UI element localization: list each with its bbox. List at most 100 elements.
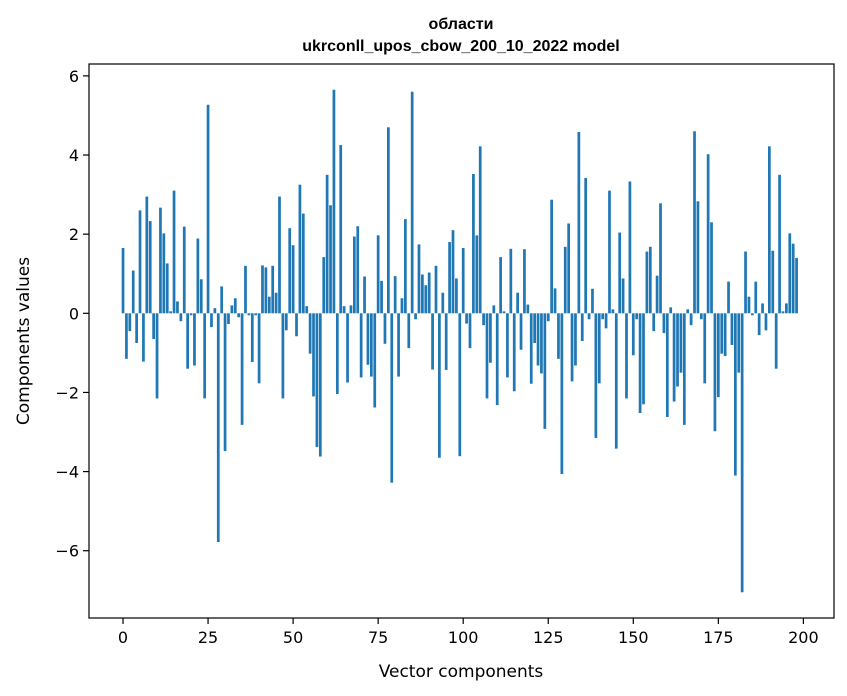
bar xyxy=(407,313,411,349)
bar xyxy=(329,205,332,314)
bar xyxy=(703,313,707,384)
bar xyxy=(152,313,155,340)
bar xyxy=(720,313,724,354)
bar xyxy=(495,313,499,406)
bar xyxy=(472,174,475,314)
bar xyxy=(727,281,730,314)
x-tick-label: 25 xyxy=(198,628,218,647)
bar xyxy=(730,313,734,345)
bar xyxy=(733,313,737,476)
bar xyxy=(349,305,353,314)
bar xyxy=(580,313,584,341)
bar xyxy=(516,292,519,314)
bar xyxy=(751,313,754,316)
bar xyxy=(744,251,747,314)
bar xyxy=(747,296,751,314)
bar xyxy=(696,201,700,314)
bar xyxy=(478,146,482,314)
bar xyxy=(529,313,533,384)
bar xyxy=(203,313,207,399)
x-axis-label: Vector components xyxy=(379,662,544,682)
bar xyxy=(659,203,662,314)
bar xyxy=(264,267,268,314)
bar xyxy=(577,132,581,314)
bar xyxy=(557,313,560,359)
bar xyxy=(240,313,244,425)
bar xyxy=(512,313,516,392)
bar xyxy=(373,313,377,408)
y-tick-label: −2 xyxy=(55,383,79,402)
x-tick-label: 0 xyxy=(118,628,128,647)
bar xyxy=(540,313,543,374)
bar xyxy=(546,313,550,322)
bar xyxy=(142,313,145,362)
bar xyxy=(325,174,329,314)
bar xyxy=(699,313,703,320)
bar xyxy=(244,265,247,314)
bar xyxy=(165,263,169,314)
bar xyxy=(509,248,513,314)
bar xyxy=(465,313,468,324)
bar xyxy=(672,313,676,402)
bar xyxy=(706,154,710,314)
bar xyxy=(199,279,203,314)
bar xyxy=(206,104,210,314)
bar xyxy=(121,248,125,314)
bar xyxy=(441,292,445,314)
bar xyxy=(376,235,380,314)
bar xyxy=(404,219,407,314)
bar xyxy=(468,313,472,349)
bar xyxy=(169,311,172,314)
bar xyxy=(461,248,465,314)
bar xyxy=(278,196,281,314)
bar xyxy=(570,313,574,382)
bar xyxy=(352,236,356,314)
bar-series xyxy=(121,89,798,593)
bar xyxy=(335,313,339,395)
bar xyxy=(301,213,305,314)
bar xyxy=(417,244,421,314)
x-tick-label: 100 xyxy=(448,628,479,647)
bar xyxy=(669,307,673,314)
x-axis: 0 25 50 75 100 125 150 175 200 xyxy=(118,618,819,647)
bar xyxy=(400,298,404,314)
bar xyxy=(383,313,387,344)
bar xyxy=(448,242,451,314)
bar xyxy=(380,280,383,314)
bar xyxy=(543,313,547,429)
bar xyxy=(713,313,717,432)
x-tick-label: 200 xyxy=(788,628,819,647)
bar xyxy=(489,313,492,363)
bar xyxy=(155,313,159,399)
bar xyxy=(312,313,315,397)
bar xyxy=(533,313,536,343)
bar xyxy=(138,210,142,314)
bar xyxy=(764,313,768,331)
bar xyxy=(213,308,217,314)
bar xyxy=(723,313,727,357)
bar xyxy=(237,313,241,318)
bar xyxy=(148,221,152,314)
bar xyxy=(778,174,781,314)
bar xyxy=(475,235,479,314)
bar xyxy=(230,305,234,314)
bar xyxy=(288,228,292,314)
bar xyxy=(261,265,264,314)
bar xyxy=(257,313,261,384)
bar xyxy=(597,313,601,384)
bar xyxy=(220,286,224,314)
bar xyxy=(176,301,179,314)
bar xyxy=(693,131,696,314)
bar xyxy=(458,313,462,457)
bar xyxy=(189,313,193,316)
bar xyxy=(339,145,343,314)
bar xyxy=(492,305,496,314)
chart-title-line1: области xyxy=(429,16,494,33)
bar xyxy=(295,313,298,337)
bar xyxy=(162,233,166,314)
bar xyxy=(761,303,764,314)
bar xyxy=(346,313,349,383)
bar xyxy=(710,222,713,314)
y-tick-label: 6 xyxy=(69,67,79,86)
bar xyxy=(665,313,669,417)
